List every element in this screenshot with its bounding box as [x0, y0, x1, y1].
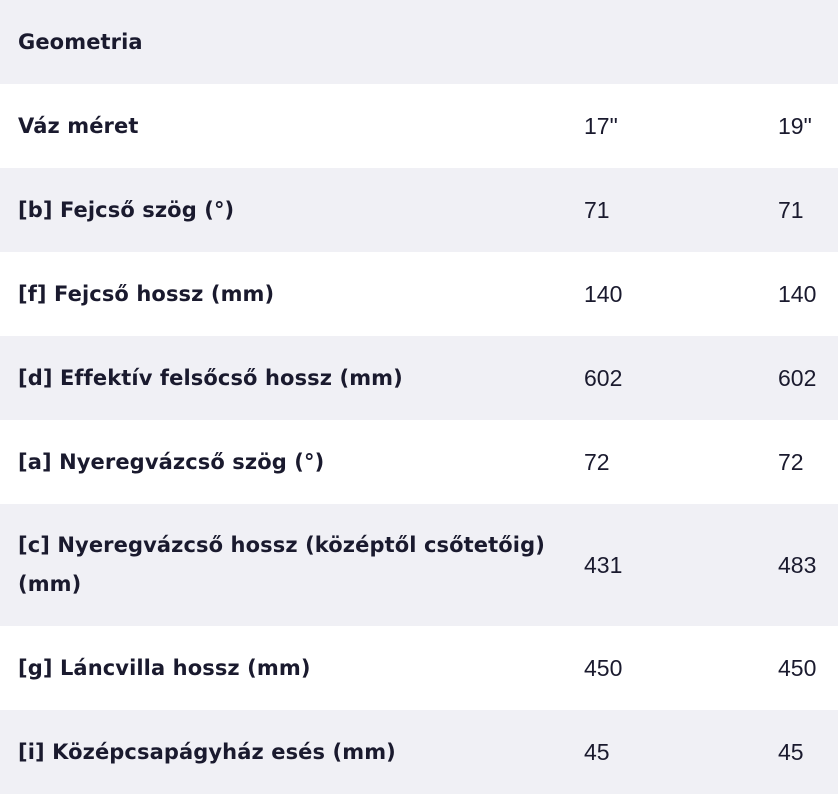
size-19-value: 19" — [778, 84, 838, 168]
size-17-value: 602 — [584, 336, 778, 420]
row-label: [a] Nyeregvázcső szög (°) — [0, 420, 584, 504]
table-header-row: Geometria — [0, 0, 838, 84]
size-17-value: 17" — [584, 84, 778, 168]
size-19-value: 45 — [778, 710, 838, 794]
table-row: [i] Középcsapágyház esés (mm) 45 45 — [0, 710, 838, 794]
row-label: [i] Középcsapágyház esés (mm) — [0, 710, 584, 794]
table-row: [c] Nyeregvázcső hossz (középtől csőtető… — [0, 504, 838, 626]
row-label: [d] Effektív felsőcső hossz (mm) — [0, 336, 584, 420]
size-19-value: 602 — [778, 336, 838, 420]
size-19-value: 140 — [778, 252, 838, 336]
size-19-value: 450 — [778, 626, 838, 710]
size-19-value: 72 — [778, 420, 838, 504]
row-label: [g] Láncvilla hossz (mm) — [0, 626, 584, 710]
table-row: [g] Láncvilla hossz (mm) 450 450 — [0, 626, 838, 710]
size-17-value: 431 — [584, 504, 778, 626]
table-row: Váz méret 17" 19" — [0, 84, 838, 168]
row-label: [c] Nyeregvázcső hossz (középtől csőtető… — [0, 504, 584, 626]
size-17-value: 450 — [584, 626, 778, 710]
size-17-value: 45 — [584, 710, 778, 794]
row-label: [f] Fejcső hossz (mm) — [0, 252, 584, 336]
size-19-value: 483 — [778, 504, 838, 626]
row-label: [b] Fejcső szög (°) — [0, 168, 584, 252]
size-17-value: 72 — [584, 420, 778, 504]
size-17-value: 140 — [584, 252, 778, 336]
table-row: [f] Fejcső hossz (mm) 140 140 — [0, 252, 838, 336]
table-row: [d] Effektív felsőcső hossz (mm) 602 602 — [0, 336, 838, 420]
table-row: [a] Nyeregvázcső szög (°) 72 72 — [0, 420, 838, 504]
row-label: Váz méret — [0, 84, 584, 168]
table-row: [b] Fejcső szög (°) 71 71 — [0, 168, 838, 252]
size-17-value: 71 — [584, 168, 778, 252]
table-header: Geometria — [0, 0, 838, 84]
size-19-value: 71 — [778, 168, 838, 252]
